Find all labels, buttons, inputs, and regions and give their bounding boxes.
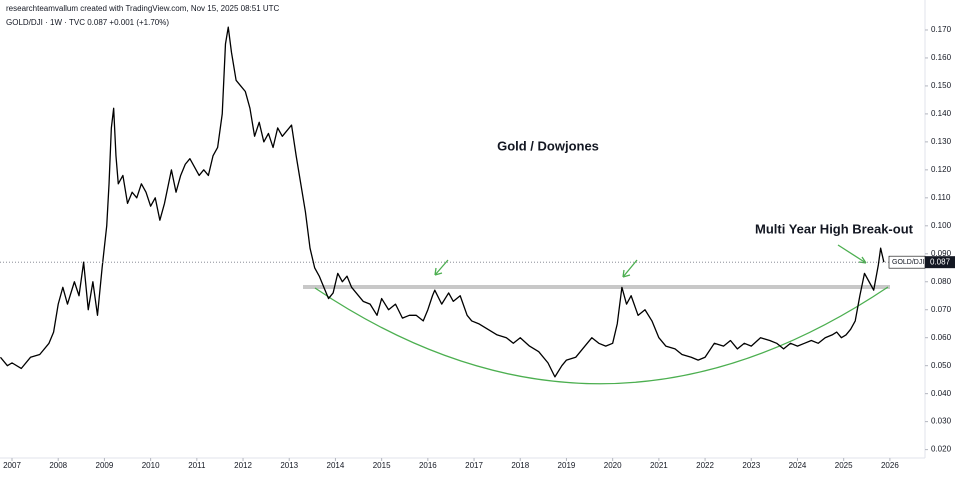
symbol-line: GOLD/DJI · 1W · TVC 0.087 +0.001 (+1.70%… <box>6 18 169 27</box>
price-line <box>0 26 885 378</box>
price-tag-value: 0.087 <box>930 257 951 266</box>
rounding-curve <box>314 286 889 385</box>
x-tick-label: 2010 <box>142 461 160 470</box>
x-tick-label: 2013 <box>280 461 298 470</box>
y-tick-label: 0.130 <box>931 137 952 146</box>
x-tick-label: 2019 <box>558 461 576 470</box>
y-tick-label: 0.120 <box>931 165 952 174</box>
y-tick-label: 0.140 <box>931 109 952 118</box>
annotation: Multi Year High Break-out <box>755 221 914 236</box>
arrows <box>434 244 867 278</box>
y-tick-label: 0.060 <box>931 333 952 342</box>
y-tick-label: 0.040 <box>931 389 952 398</box>
y-tick-label: 0.100 <box>931 221 952 230</box>
x-tick-label: 2025 <box>835 461 853 470</box>
x-tick-label: 2021 <box>650 461 668 470</box>
y-tick-label: 0.110 <box>931 193 951 202</box>
x-tick-label: 2026 <box>881 461 899 470</box>
x-tick-label: 2012 <box>234 461 252 470</box>
x-tick-label: 2022 <box>696 461 714 470</box>
x-tick-label: 2009 <box>96 461 114 470</box>
x-tick-label: 2011 <box>188 461 206 470</box>
y-tick-label: 0.080 <box>931 277 952 286</box>
y-tick-label: 0.160 <box>931 53 952 62</box>
x-tick-label: 2024 <box>789 461 807 470</box>
y-tick-label: 0.020 <box>931 445 952 454</box>
x-tick-label: 2007 <box>3 461 21 470</box>
y-tick-label: 0.150 <box>931 81 952 90</box>
x-tick-label: 2018 <box>511 461 529 470</box>
y-tick-label: 0.030 <box>931 417 952 426</box>
price-tag-name: GOLD/DJI <box>892 259 924 266</box>
y-tick-label: 0.170 <box>931 25 952 34</box>
x-tick-label: 2020 <box>604 461 622 470</box>
y-tick-label: 0.090 <box>931 249 952 258</box>
x-tick-label: 2017 <box>465 461 483 470</box>
x-tick-label: 2015 <box>373 461 391 470</box>
support-band <box>303 285 890 289</box>
annotation: Gold / Dowjones <box>497 138 599 153</box>
x-tick-label: 2014 <box>327 461 345 470</box>
x-tick-label: 2016 <box>419 461 437 470</box>
x-tick-label: 2023 <box>742 461 760 470</box>
header: researchteamvallum created with TradingV… <box>6 4 280 13</box>
y-tick-label: 0.050 <box>931 361 952 370</box>
y-tick-label: 0.070 <box>931 305 952 314</box>
price-tag-value-bg <box>925 256 955 269</box>
x-tick-label: 2008 <box>49 461 67 470</box>
